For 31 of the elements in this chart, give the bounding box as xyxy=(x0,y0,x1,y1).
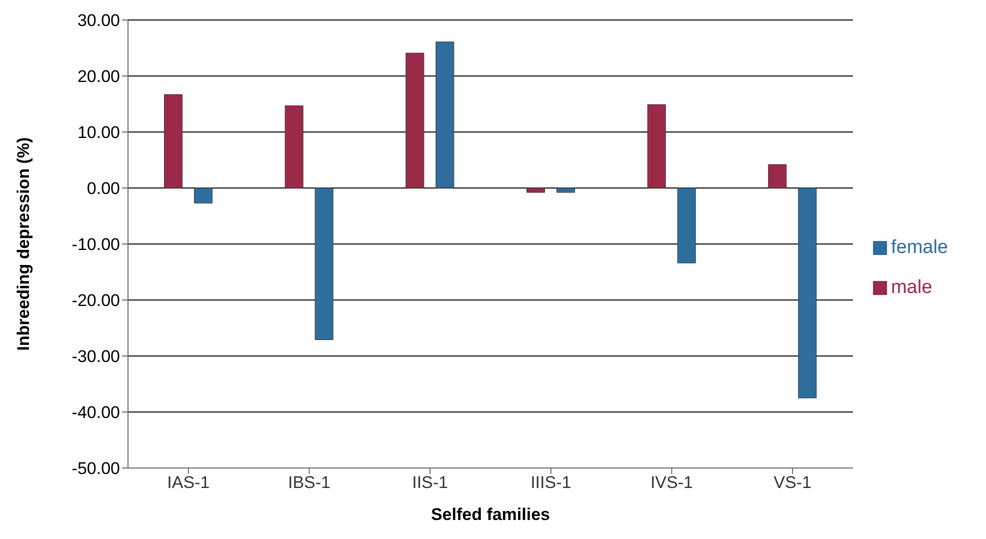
bar xyxy=(314,188,334,340)
bar xyxy=(436,42,454,188)
bar xyxy=(556,188,575,193)
x-axis-title: Selfed families xyxy=(430,505,550,524)
bar xyxy=(798,188,817,398)
bar xyxy=(164,94,182,188)
bar xyxy=(768,164,787,188)
y-tick-label: 0.00 xyxy=(86,179,120,198)
bar xyxy=(526,188,545,193)
x-tick-label: IVS-1 xyxy=(650,473,693,492)
y-tick-label: -50.00 xyxy=(72,459,120,478)
bar xyxy=(284,105,304,188)
x-tick-label: VS-1 xyxy=(774,473,812,492)
legend-label: female xyxy=(890,237,948,258)
x-tick-label: IIS-1 xyxy=(412,473,448,492)
y-axis-title: Inbreeding depression (%) xyxy=(14,137,34,351)
bar xyxy=(406,52,424,188)
legend-label: male xyxy=(890,277,932,298)
bar xyxy=(647,104,666,188)
y-tick-label: -20.00 xyxy=(72,291,120,310)
bar xyxy=(677,188,696,264)
y-tick-label: -40.00 xyxy=(72,403,120,422)
x-tick-label: IBS-1 xyxy=(288,473,331,492)
bar xyxy=(194,188,212,204)
y-tick-label: -30.00 xyxy=(72,347,120,366)
x-tick-label: IAS-1 xyxy=(167,473,210,492)
y-tick-label: 30.00 xyxy=(77,11,120,30)
x-tick-label: IIIS-1 xyxy=(530,473,572,492)
y-tick-label: -10.00 xyxy=(72,235,120,254)
y-tick-label: 20.00 xyxy=(77,67,120,86)
y-tick-label: 10.00 xyxy=(77,123,120,142)
